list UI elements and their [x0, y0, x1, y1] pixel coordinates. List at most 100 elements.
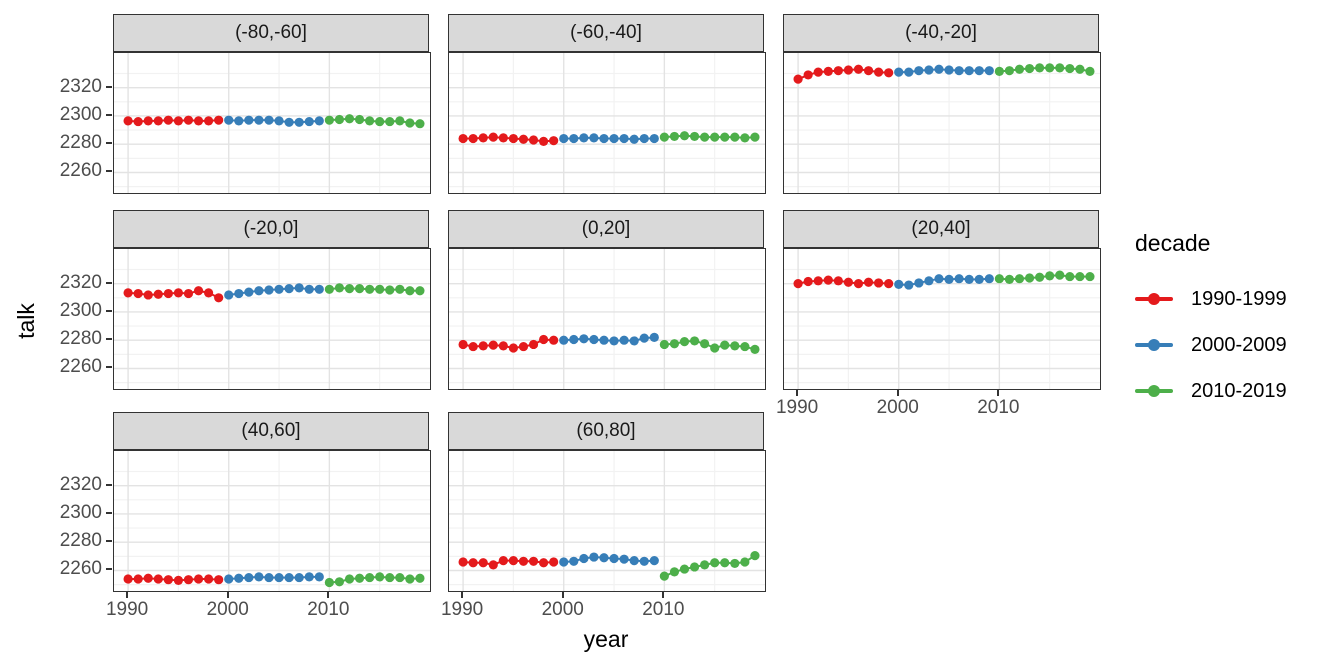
- data-point: [639, 333, 649, 343]
- data-point: [153, 289, 163, 299]
- data-point: [314, 572, 324, 582]
- data-point: [589, 133, 599, 143]
- data-point: [700, 560, 710, 570]
- y-axis-tick: [106, 366, 112, 369]
- series-2000-2009: [894, 274, 994, 290]
- y-axis-tick: [106, 281, 112, 284]
- data-point: [314, 116, 324, 126]
- facet-strip: (60,80]: [448, 412, 764, 450]
- y-axis-tick: [106, 483, 112, 486]
- data-point: [264, 285, 274, 295]
- data-point: [579, 133, 589, 143]
- data-point: [730, 341, 740, 351]
- data-point: [234, 288, 244, 299]
- data-point: [254, 115, 264, 125]
- data-point: [294, 283, 304, 293]
- data-point: [1024, 273, 1035, 283]
- legend-dot-icon: [1148, 385, 1160, 397]
- data-point: [813, 67, 823, 77]
- data-point: [498, 555, 508, 566]
- data-point: [274, 572, 284, 583]
- data-point: [193, 574, 204, 584]
- data-point: [314, 284, 324, 294]
- data-point: [863, 277, 874, 287]
- x-tick-label: 1990: [440, 599, 484, 620]
- data-point: [133, 574, 143, 584]
- data-point: [304, 572, 314, 582]
- y-tick-label: 2280: [59, 530, 102, 552]
- data-point: [354, 114, 365, 125]
- legend-title: decade: [1135, 230, 1211, 256]
- data-point: [720, 558, 730, 568]
- data-point: [659, 132, 669, 142]
- data-point: [234, 573, 244, 583]
- series-1990-1999: [458, 132, 559, 146]
- data-point: [478, 341, 488, 351]
- series-2000-2009: [559, 133, 659, 144]
- data-point: [1045, 271, 1055, 281]
- data-point: [143, 116, 153, 126]
- data-point: [710, 132, 720, 142]
- data-point: [823, 66, 833, 76]
- data-point: [649, 332, 659, 342]
- y-tick-label: 2320: [59, 473, 102, 495]
- data-point: [193, 116, 204, 126]
- data-point: [619, 335, 629, 345]
- data-point: [569, 334, 579, 345]
- data-point: [183, 575, 194, 585]
- data-point: [133, 116, 143, 127]
- data-point: [994, 274, 1004, 284]
- data-point: [1004, 66, 1015, 76]
- x-tick-label: 2000: [206, 599, 249, 620]
- y-axis-tick: [106, 309, 112, 312]
- data-point: [730, 132, 740, 142]
- legend-dot-icon: [1148, 339, 1160, 351]
- series-1990-1999: [123, 573, 224, 585]
- data-point: [538, 334, 549, 345]
- data-point: [284, 117, 294, 127]
- data-point: [405, 286, 415, 296]
- data-point: [750, 344, 760, 355]
- data-point: [224, 574, 234, 584]
- data-point: [334, 283, 345, 293]
- data-point: [599, 133, 609, 144]
- x-tick-label: 1990: [775, 397, 819, 418]
- legend-item-label: 2000-2009: [1191, 333, 1287, 356]
- data-point: [344, 283, 355, 294]
- data-point: [488, 132, 498, 142]
- data-point: [354, 283, 365, 294]
- data-point: [833, 66, 843, 76]
- data-point: [924, 276, 934, 286]
- series-2010-2019: [659, 131, 760, 143]
- data-point: [163, 115, 173, 125]
- data-point: [944, 274, 954, 285]
- series-2010-2019: [324, 283, 425, 296]
- data-point: [458, 339, 468, 350]
- data-point: [700, 132, 710, 142]
- data-point: [528, 135, 539, 145]
- data-point: [324, 115, 334, 125]
- data-point: [1065, 271, 1075, 282]
- y-tick-label: 2260: [59, 558, 102, 580]
- data-point: [284, 283, 294, 294]
- data-point: [324, 577, 334, 588]
- data-point: [528, 339, 539, 350]
- x-tick-label: 2010: [977, 397, 1020, 418]
- data-point: [579, 334, 589, 344]
- data-point: [1014, 64, 1025, 74]
- y-tick-label: 2300: [59, 299, 102, 321]
- data-point: [163, 288, 173, 299]
- data-point: [183, 288, 194, 299]
- data-point: [244, 572, 254, 583]
- data-point: [863, 66, 874, 76]
- data-point: [498, 341, 508, 351]
- data-point: [813, 276, 823, 286]
- data-point: [914, 66, 924, 76]
- facet-panel: [783, 248, 1101, 390]
- data-point: [395, 572, 405, 583]
- y-tick-label: 2260: [59, 160, 102, 182]
- data-point: [669, 131, 680, 142]
- data-point: [589, 552, 599, 562]
- data-point: [984, 66, 994, 76]
- facet-strip-label: (-40,-20]: [905, 22, 977, 43]
